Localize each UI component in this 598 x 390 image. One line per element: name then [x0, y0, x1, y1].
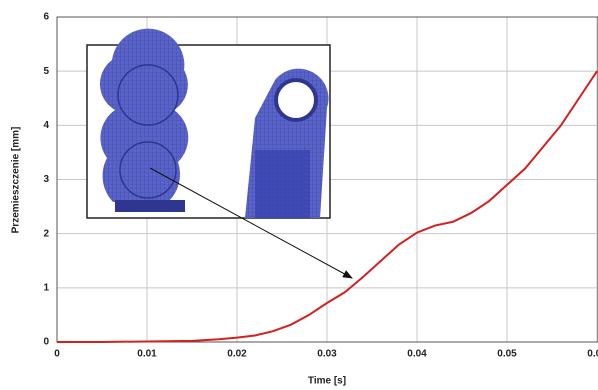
- x-tick-label: 0.06: [587, 349, 598, 360]
- y-axis-label: Przemieszczenie [mm]: [11, 127, 22, 234]
- y-tick-label: 5: [43, 66, 49, 77]
- x-tick-label: 0.03: [317, 349, 337, 360]
- x-tick-label: 0.04: [407, 349, 427, 360]
- inset-image: [87, 29, 330, 218]
- chart: Time [s] Przemieszczenie [mm] 0 1 2 3 4 5 6 0 0.…: [0, 0, 598, 390]
- y-tick-label: 3: [43, 174, 49, 185]
- x-axis-label: Time [s]: [308, 376, 346, 387]
- y-tick-label: 4: [43, 120, 49, 131]
- x-tick-label: 0.05: [497, 349, 517, 360]
- y-tick-label: 0: [43, 337, 49, 348]
- x-tick-label: 0: [54, 349, 60, 360]
- y-tick-label: 6: [43, 12, 49, 23]
- x-tick-label: 0.01: [137, 349, 157, 360]
- x-tick-label: 0.02: [227, 349, 247, 360]
- y-tick-label: 2: [43, 228, 49, 239]
- y-tick-label: 1: [43, 282, 49, 293]
